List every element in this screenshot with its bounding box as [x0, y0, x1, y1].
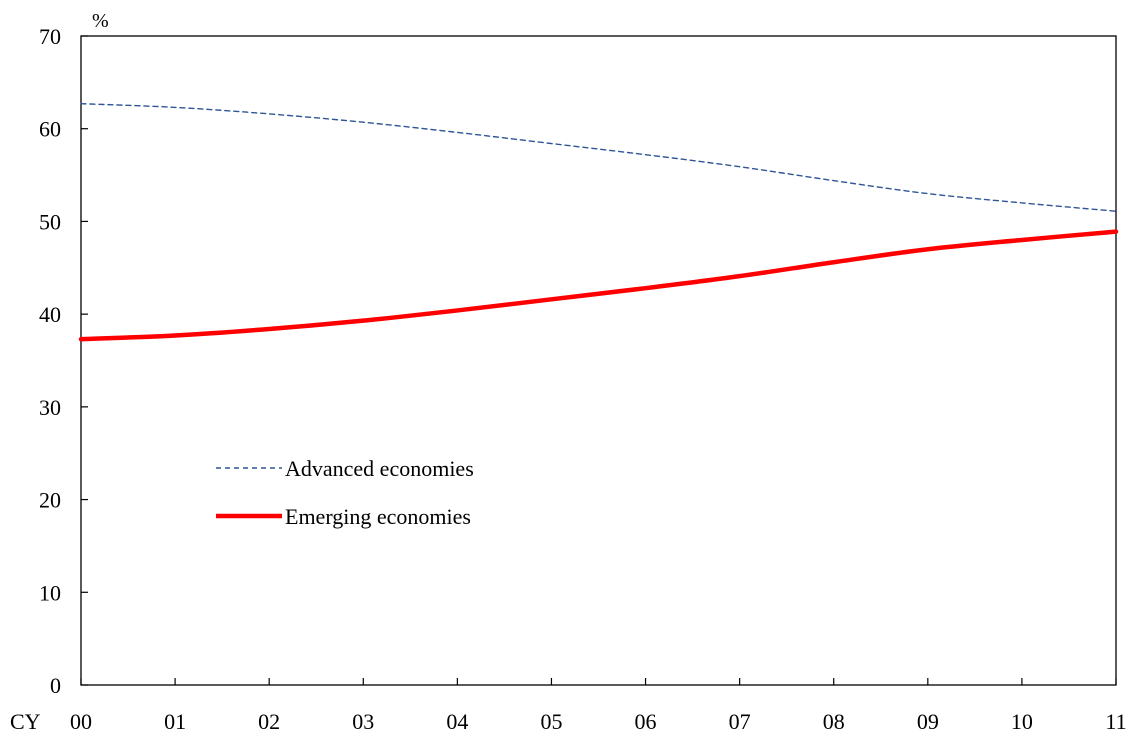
legend-label: Emerging economies: [285, 504, 471, 529]
y-tick-label: 60: [39, 117, 61, 142]
y-tick-label: 50: [39, 209, 61, 234]
x-tick-label: 07: [729, 709, 751, 734]
x-tick-label: 00: [70, 709, 92, 734]
legend-label: Advanced economies: [285, 456, 474, 481]
y-tick-label: 70: [39, 24, 61, 49]
y-tick-label: 0: [50, 673, 61, 698]
x-tick-label: 05: [540, 709, 562, 734]
x-tick-label: 04: [446, 709, 468, 734]
y-tick-label: 10: [39, 580, 61, 605]
y-tick-label: 40: [39, 302, 61, 327]
y-tick-label: 30: [39, 395, 61, 420]
x-tick-label: 06: [635, 709, 657, 734]
x-tick-label: 08: [823, 709, 845, 734]
x-axis-prefix-label: CY: [10, 709, 41, 734]
chart-axes: 0 10 20 30 40 50 60 70 00 01 02 03 04 05 06 07 08 09 10 11: [39, 24, 1127, 734]
series-line-2: [78, 229, 1119, 342]
x-tick-label: 02: [258, 709, 280, 734]
x-tick-label: 10: [1011, 709, 1033, 734]
chart-series: [78, 102, 1119, 342]
chart-legend: Advanced economies Emerging economies: [216, 456, 474, 529]
x-tick-label: 03: [352, 709, 374, 734]
y-axis-unit-label: %: [92, 10, 109, 32]
x-tick-label: 09: [917, 709, 939, 734]
plot-area-frame: [80, 35, 1117, 686]
y-tick-label: 20: [39, 488, 61, 513]
series-line-1: [80, 102, 1117, 212]
x-tick-label: 01: [164, 709, 186, 734]
x-tick-label: 11: [1105, 709, 1126, 734]
